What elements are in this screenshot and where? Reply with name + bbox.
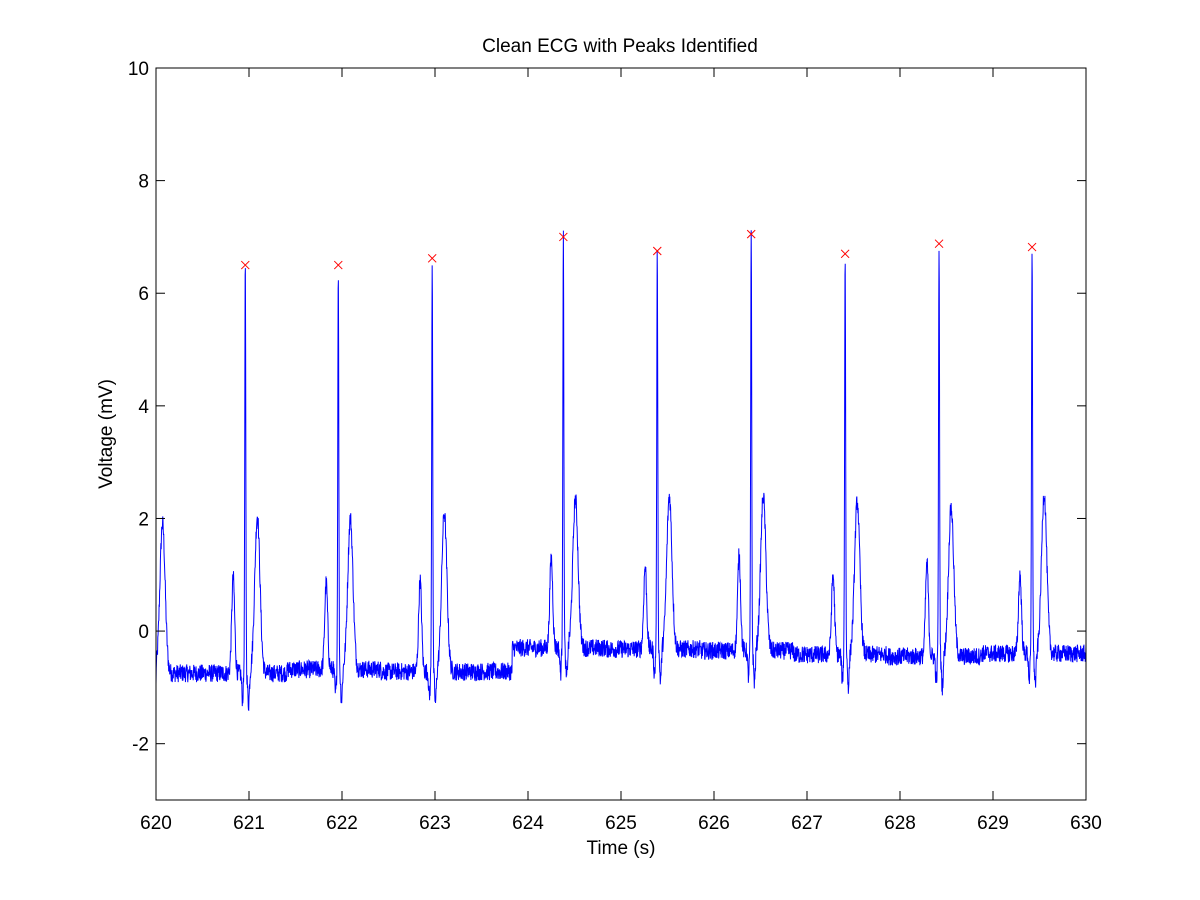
y-tick-label: 10 [128,59,149,80]
x-tick-label: 627 [791,813,823,834]
x-tick-label: 624 [512,813,544,834]
y-tick-label: 2 [138,509,149,530]
x-tick-label: 622 [326,813,358,834]
peak-marker [840,249,850,259]
x-tick-label: 621 [233,813,265,834]
y-tick-label: -2 [132,735,149,756]
peak-marker [240,260,250,270]
x-tick-label: 625 [605,813,637,834]
peak-marker [333,260,343,270]
x-tick-label: 620 [140,813,172,834]
peak-marker [934,239,944,249]
y-tick-label: 4 [138,397,149,418]
y-tick-label: 0 [138,622,149,643]
plot-area [155,229,1087,711]
x-tick-label: 629 [977,813,1009,834]
peak-marker [652,246,662,256]
peak-marker [558,232,568,242]
x-tick-label: 630 [1070,813,1102,834]
y-axis-label: Voltage (mV) [96,379,117,489]
x-tick-label: 623 [419,813,451,834]
y-tick-label: 6 [138,284,149,305]
peak-marker [746,229,756,239]
y-tick-label: 8 [138,172,149,193]
peak-marker [427,253,437,263]
x-tick-label: 628 [884,813,916,834]
x-axis-label: Time (s) [587,838,656,859]
peak-marker [1027,242,1037,252]
axis-ticks: 620 621 622 623 624 625 626 627 628 629 630 -2 0 2 4 6 8… [128,59,1102,834]
ecg-signal-line [155,230,1087,711]
chart-title: Clean ECG with Peaks Identified [482,36,758,57]
x-tick-label: 626 [698,813,730,834]
